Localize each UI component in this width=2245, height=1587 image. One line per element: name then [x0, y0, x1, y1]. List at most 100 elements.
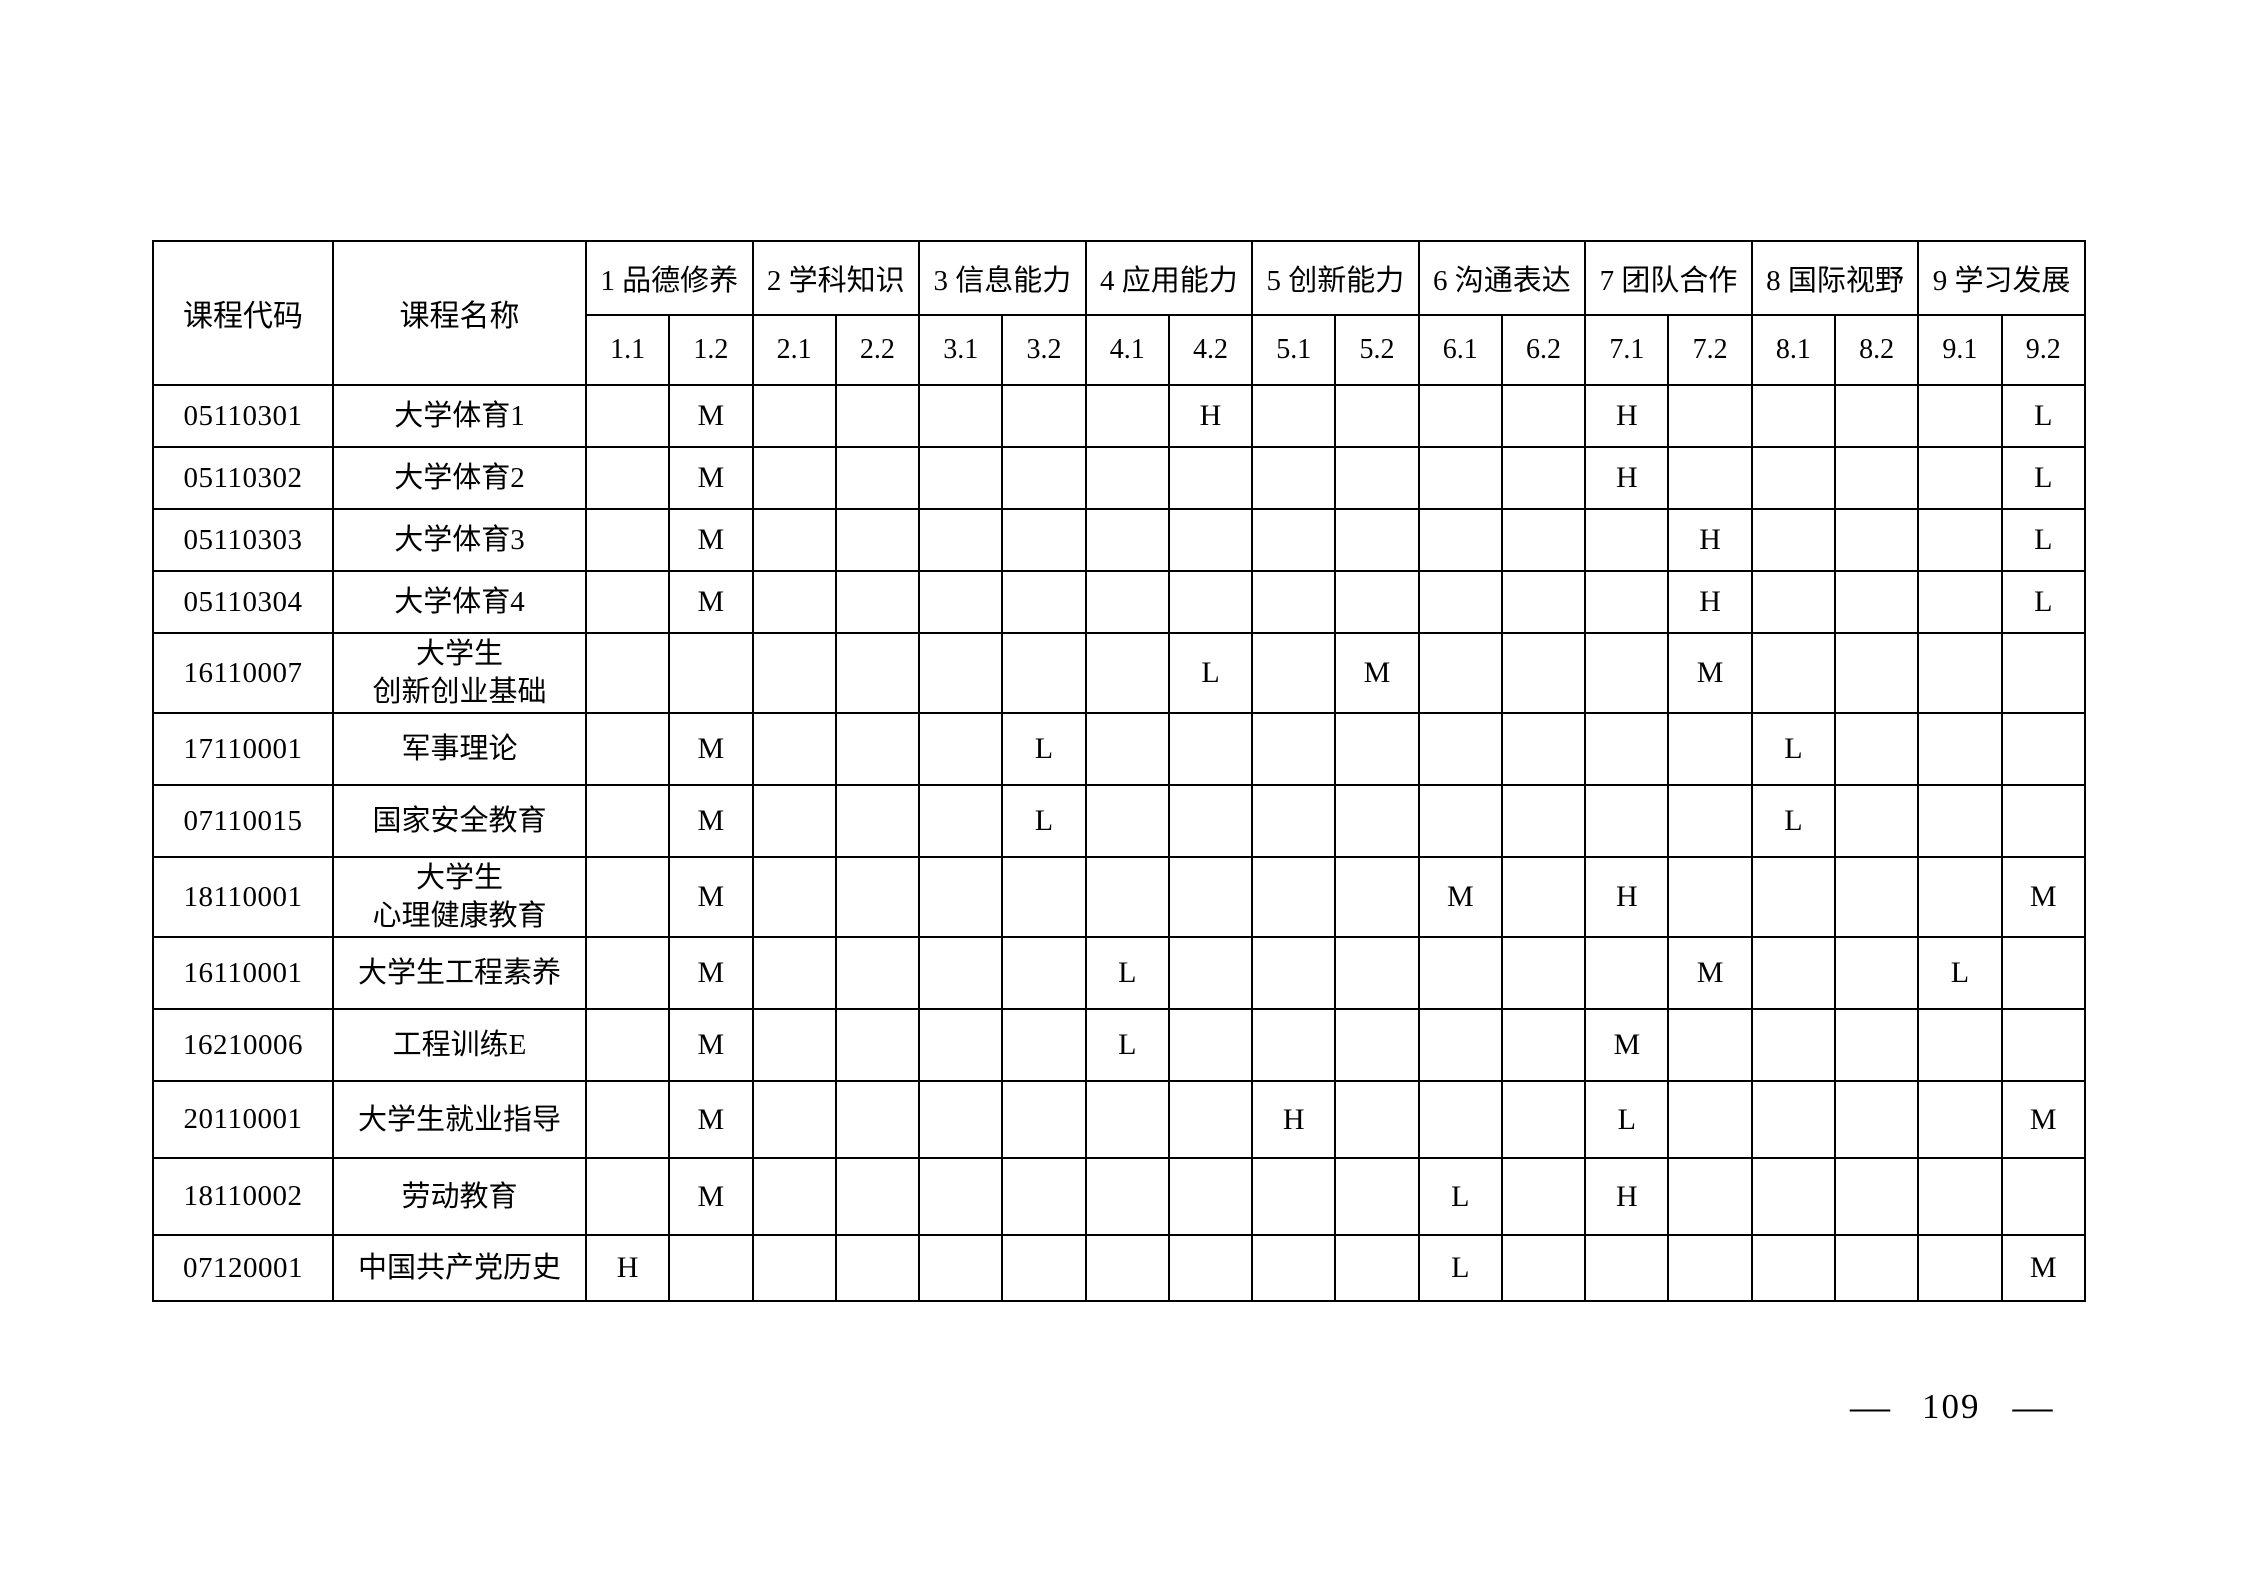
- mapping-level-cell: [1833, 1234, 1920, 1302]
- mapping-level-cell: [584, 446, 671, 510]
- mapping-level-cell: [1417, 1080, 1503, 1159]
- mapping-level-cell: M: [668, 508, 754, 572]
- ability-sub-header: 4.1: [1084, 314, 1170, 386]
- mapping-level-cell: [1750, 1080, 1836, 1159]
- mapping-level-cell: L: [1750, 784, 1836, 858]
- mapping-level-cell: [1417, 632, 1503, 714]
- mapping-level-cell: [1667, 1080, 1753, 1159]
- mapping-level-cell: [1251, 508, 1337, 572]
- course-code-header: 课程代码: [152, 240, 334, 386]
- course-name-cell: 军事理论: [332, 712, 587, 786]
- mapping-level-cell: M: [2000, 856, 2087, 938]
- mapping-level-cell: [584, 1080, 671, 1159]
- mapping-level-cell: [751, 1157, 837, 1236]
- ability-group-header: 5 创新能力: [1251, 240, 1420, 316]
- mapping-level-cell: [1251, 856, 1337, 938]
- mapping-level-cell: H: [1584, 856, 1670, 938]
- course-name-line: 大学生: [415, 638, 503, 670]
- mapping-level-cell: [1500, 570, 1587, 634]
- ability-sub-header: 2.2: [834, 314, 921, 386]
- mapping-level-cell: [1001, 1157, 1087, 1236]
- course-name-line: 军事理论: [401, 733, 518, 765]
- mapping-level-cell: [751, 1008, 837, 1082]
- mapping-level-cell: [1500, 1008, 1587, 1082]
- mapping-level-cell: [1167, 712, 1254, 786]
- course-name-line: 大学体育1: [394, 400, 525, 432]
- ability-sub-header: 5.2: [1334, 314, 1420, 386]
- mapping-level-cell: [1584, 570, 1670, 634]
- ability-group-header: 6 沟通表达: [1417, 240, 1587, 316]
- mapping-level-cell: [1084, 1080, 1170, 1159]
- mapping-level-cell: L: [2000, 508, 2087, 572]
- course-name-line: 大学生: [415, 862, 503, 894]
- ability-group-header: 3 信息能力: [918, 240, 1087, 316]
- mapping-level-cell: [1001, 446, 1087, 510]
- mapping-level-cell: H: [1667, 508, 1753, 572]
- ability-group-header: 9 学习发展: [1917, 240, 2086, 316]
- mapping-level-cell: [584, 936, 671, 1010]
- mapping-level-cell: [1251, 784, 1337, 858]
- mapping-level-cell: H: [1667, 570, 1753, 634]
- mapping-level-cell: [918, 446, 1004, 510]
- course-name-cell: 大学生就业指导: [332, 1080, 587, 1159]
- mapping-level-cell: [1833, 632, 1920, 714]
- mapping-level-cell: [1833, 508, 1920, 572]
- mapping-level-cell: [1334, 570, 1420, 634]
- mapping-level-cell: L: [1084, 1008, 1170, 1082]
- mapping-level-cell: [1334, 508, 1420, 572]
- mapping-level-cell: [1500, 632, 1587, 714]
- mapping-level-cell: [2000, 632, 2087, 714]
- mapping-level-cell: [1167, 856, 1254, 938]
- mapping-level-cell: [1833, 1157, 1920, 1236]
- course-code-cell: 20110001: [152, 1080, 334, 1159]
- mapping-level-cell: [1167, 1080, 1254, 1159]
- mapping-level-cell: [1001, 384, 1087, 448]
- course-code-cell: 17110001: [152, 712, 334, 786]
- mapping-level-cell: [834, 384, 921, 448]
- mapping-level-cell: [751, 632, 837, 714]
- mapping-level-cell: [1917, 570, 2003, 634]
- course-name-cell: 大学生工程素养: [332, 936, 587, 1010]
- mapping-level-cell: [751, 446, 837, 510]
- mapping-level-cell: [1251, 384, 1337, 448]
- mapping-level-cell: [1917, 632, 2003, 714]
- mapping-level-cell: [1001, 1234, 1087, 1302]
- mapping-level-cell: [1417, 712, 1503, 786]
- course-name-line: 大学生工程素养: [357, 957, 561, 989]
- mapping-level-cell: M: [668, 712, 754, 786]
- mapping-level-cell: L: [2000, 384, 2087, 448]
- matrix-header: 课程代码 课程名称 1 品德修养 2 学科知识 3 信息能力 4 应用能力 5 创新能力 6 …: [152, 240, 2087, 386]
- mapping-level-cell: H: [1584, 1157, 1670, 1236]
- mapping-level-cell: [584, 712, 671, 786]
- mapping-level-cell: [1917, 1157, 2003, 1236]
- mapping-level-cell: [751, 384, 837, 448]
- mapping-level-cell: [1001, 508, 1087, 572]
- mapping-level-cell: [751, 712, 837, 786]
- ability-sub-header: 6.2: [1500, 314, 1587, 386]
- mapping-level-cell: [1001, 570, 1087, 634]
- mapping-level-cell: [1750, 1157, 1836, 1236]
- mapping-level-cell: [918, 570, 1004, 634]
- mapping-level-cell: L: [1167, 632, 1254, 714]
- mapping-level-cell: [1584, 936, 1670, 1010]
- course-ability-matrix-table: 课程代码 课程名称 1 品德修养 2 学科知识 3 信息能力 4 应用能力 5 创新能力 6 …: [152, 240, 2087, 1302]
- mapping-level-cell: [1167, 1234, 1254, 1302]
- mapping-level-cell: [1084, 570, 1170, 634]
- course-name-line: 创新创业基础: [372, 676, 547, 708]
- mapping-level-cell: [584, 1008, 671, 1082]
- course-name-line: 心理健康教育: [372, 900, 547, 932]
- mapping-level-cell: [1167, 1008, 1254, 1082]
- mapping-level-cell: [1584, 508, 1670, 572]
- course-code-cell: 18110001: [152, 856, 334, 938]
- mapping-level-cell: [1500, 446, 1587, 510]
- mapping-level-cell: [1917, 1008, 2003, 1082]
- mapping-level-cell: [1167, 1157, 1254, 1236]
- course-name-cell: 大学体育1: [332, 384, 587, 448]
- ability-sub-header: 7.2: [1667, 314, 1753, 386]
- mapping-level-cell: M: [1417, 856, 1503, 938]
- course-code-cell: 16110001: [152, 936, 334, 1010]
- mapping-level-cell: [584, 1157, 671, 1236]
- mapping-level-cell: [1001, 856, 1087, 938]
- mapping-level-cell: [1833, 1080, 1920, 1159]
- mapping-level-cell: [1750, 1234, 1836, 1302]
